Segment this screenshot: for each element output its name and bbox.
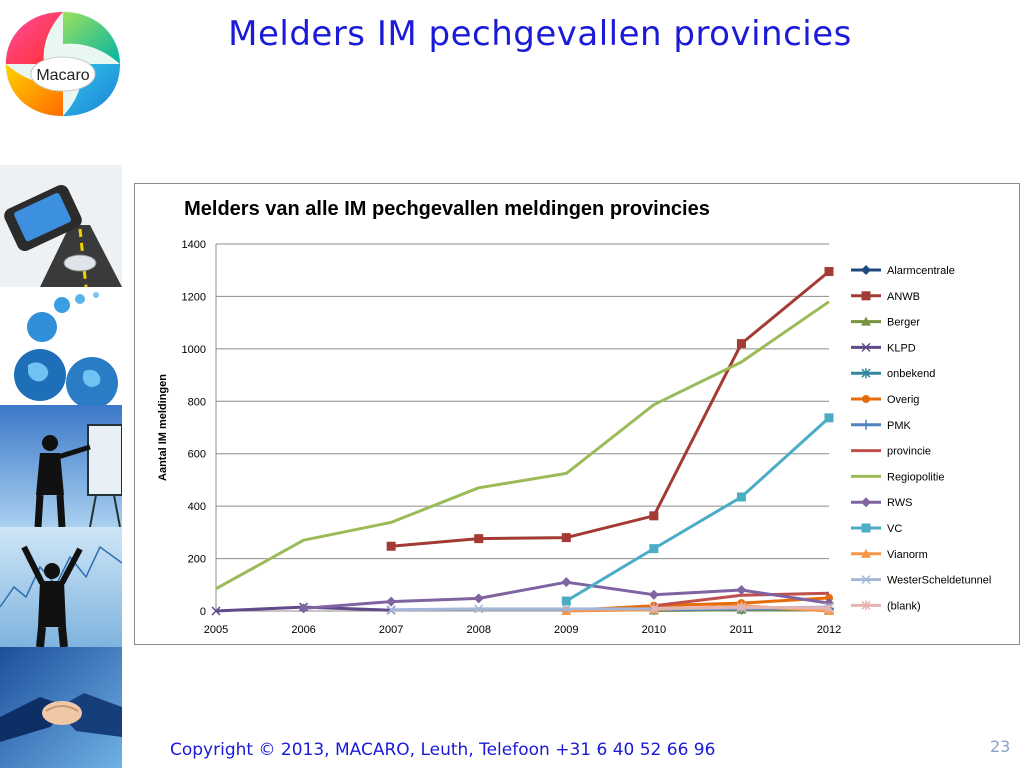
series-line-regiopolitie bbox=[215, 300, 830, 591]
legend-marker bbox=[861, 368, 871, 379]
legend-marker bbox=[861, 600, 871, 611]
y-tick-label: 1200 bbox=[182, 291, 206, 303]
line-chart: 0 200 400 600 800 1000 1200 1400 2005 2006 2007 200… bbox=[157, 239, 991, 636]
data-point-anwb bbox=[649, 511, 659, 521]
handshake-image bbox=[0, 647, 122, 768]
series-line-anwb bbox=[390, 270, 830, 548]
legend-item-label: VC bbox=[887, 523, 902, 535]
data-point-rws bbox=[648, 589, 659, 600]
data-point-vianorm bbox=[561, 606, 572, 615]
legend-marker bbox=[861, 575, 871, 585]
slide-title: Melders IM pechgevallen provincies bbox=[228, 14, 852, 54]
data-point-blank bbox=[649, 603, 659, 614]
y-tick-label: 600 bbox=[188, 449, 206, 461]
celebrating-man-image bbox=[0, 527, 122, 647]
legend-item-label: RWS bbox=[887, 497, 912, 509]
y-axis-label: Aantal IM meldingen bbox=[157, 374, 169, 481]
data-point-anwb bbox=[824, 267, 834, 277]
x-tick-label: 2010 bbox=[642, 624, 666, 636]
data-point-rws bbox=[473, 593, 484, 604]
legend-item-label: WesterScheldetunnel bbox=[887, 575, 991, 587]
data-point-rws bbox=[298, 603, 309, 614]
data-point-rws bbox=[824, 598, 834, 609]
legend-item-label: Berger bbox=[887, 317, 920, 329]
data-point-vc bbox=[736, 492, 746, 502]
data-point-blank bbox=[824, 603, 834, 614]
legend-marker bbox=[861, 265, 871, 275]
page-number: 23 bbox=[990, 737, 1011, 756]
legend-marker bbox=[861, 548, 871, 558]
y-tick-label: 800 bbox=[188, 396, 206, 408]
macaro-logo: Macaro bbox=[2, 8, 124, 120]
y-tick-label: 200 bbox=[188, 554, 206, 566]
legend-item-label: Alarmcentrale bbox=[887, 265, 955, 277]
data-point-anwb bbox=[736, 339, 746, 349]
y-tick-label: 1000 bbox=[182, 344, 206, 356]
data-point-rws bbox=[386, 596, 397, 607]
y-tick-label: 0 bbox=[200, 606, 206, 618]
legend-item-label: (blank) bbox=[887, 600, 921, 612]
y-tick-label: 1400 bbox=[182, 239, 206, 251]
data-point-vc bbox=[561, 596, 571, 606]
data-point-klpd bbox=[211, 606, 221, 616]
legend-item-label: KLPD bbox=[887, 342, 916, 354]
x-tick-label: 2008 bbox=[466, 624, 490, 636]
legend-item-label: ANWB bbox=[887, 291, 920, 303]
legend-item-label: Overig bbox=[887, 394, 919, 406]
legend-marker bbox=[861, 497, 871, 508]
legend-marker bbox=[861, 291, 871, 301]
data-point-rws bbox=[561, 577, 572, 588]
legend-item-label: onbekend bbox=[887, 368, 935, 380]
macaro-logo-icon: Macaro bbox=[5, 11, 121, 117]
x-tick-label: 2011 bbox=[730, 624, 754, 636]
legend-item-label: Regiopolitie bbox=[887, 471, 944, 483]
legend-marker bbox=[862, 395, 870, 403]
chart-title: Melders van alle IM pechgevallen melding… bbox=[184, 198, 710, 220]
legend-marker bbox=[861, 316, 871, 326]
data-point-rws bbox=[736, 585, 747, 596]
x-tick-label: 2006 bbox=[291, 624, 315, 636]
decorative-image-strip bbox=[0, 165, 122, 768]
data-point-overig bbox=[825, 593, 833, 602]
data-point-blank bbox=[736, 602, 746, 613]
legend-marker bbox=[861, 342, 871, 352]
series-line-provincie bbox=[653, 591, 830, 608]
x-tick-label: 2007 bbox=[379, 624, 403, 636]
data-point-anwb bbox=[561, 533, 571, 543]
footer-copyright: Copyright © 2013, MACARO, Leuth, Telefoo… bbox=[170, 740, 716, 760]
legend-item-label: provincie bbox=[887, 446, 931, 458]
phone-road-image bbox=[0, 165, 122, 287]
x-tick-label: 2012 bbox=[817, 624, 841, 636]
data-point-anwb bbox=[474, 534, 484, 544]
data-point-anwb bbox=[386, 541, 396, 551]
data-point-westerscheldetunnel bbox=[561, 604, 571, 614]
x-tick-label: 2005 bbox=[204, 624, 228, 636]
legend-marker bbox=[861, 523, 871, 533]
chart-frame: Melders van alle IM pechgevallen melding… bbox=[134, 183, 1020, 645]
data-point-westerscheldetunnel bbox=[474, 604, 484, 614]
legend-item-label: PMK bbox=[887, 420, 912, 432]
legend-item-label: Vianorm bbox=[887, 549, 928, 561]
data-point-westerscheldetunnel bbox=[386, 605, 396, 615]
data-point-vc bbox=[824, 413, 834, 423]
presenter-image bbox=[0, 405, 122, 527]
series-line-vc bbox=[565, 416, 831, 603]
globes-image bbox=[0, 287, 122, 405]
legend-marker bbox=[861, 419, 871, 430]
logo-text: Macaro bbox=[36, 67, 89, 84]
y-tick-label: 400 bbox=[188, 501, 206, 513]
data-point-vc bbox=[649, 544, 659, 554]
x-tick-label: 2009 bbox=[554, 624, 578, 636]
